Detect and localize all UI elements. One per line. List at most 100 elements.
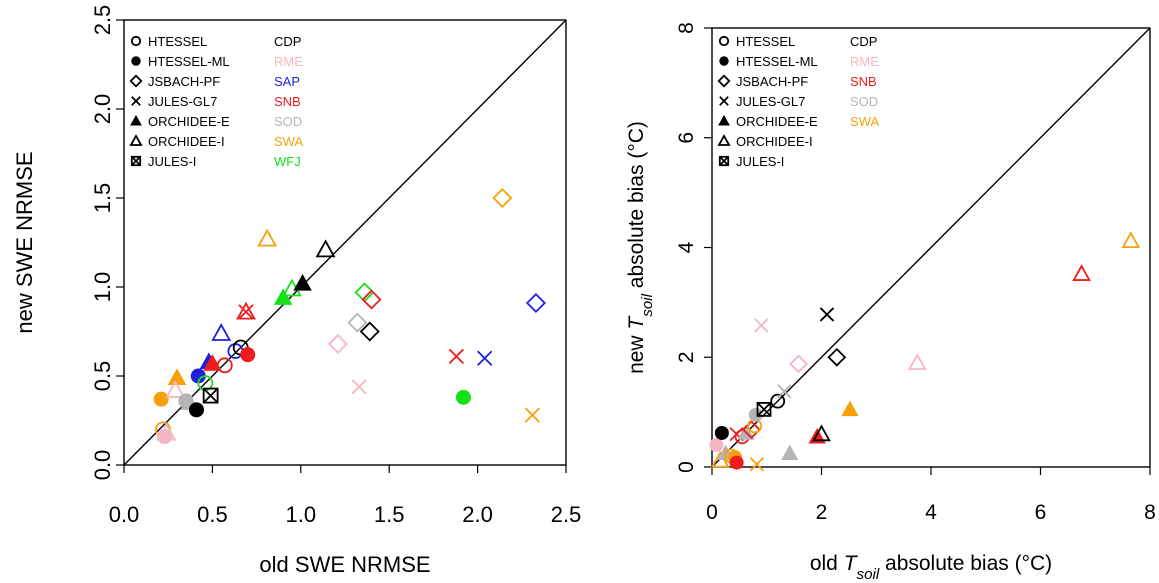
legend-marker [131, 96, 141, 106]
y-axis-label-part: new [625, 330, 648, 374]
x-tick-label: 1.0 [286, 502, 317, 527]
x-axis-label-part: soil [857, 566, 880, 583]
data-point [1072, 264, 1091, 281]
plot-frame [123, 19, 567, 466]
legend-marker [718, 35, 730, 47]
data-point [477, 350, 493, 366]
y-tick-label: 1.5 [90, 183, 115, 214]
data-point [240, 347, 256, 363]
data-points [709, 231, 1141, 472]
y-axis-label-part: T [625, 315, 648, 330]
panel-swe-nrmse: 0.0 0.5 1.0 1.5 2.0 2.5 0.0 0.5 1.0 1.5 2.0 2.5 old … [12, 5, 581, 577]
legend-marker [130, 35, 142, 47]
legend-site-label: SWA [850, 114, 879, 129]
data-point [351, 379, 367, 395]
data-point [236, 301, 256, 320]
legend-site-label: SNB [850, 74, 877, 89]
x-tick-label: 0 [706, 501, 718, 524]
data-point [361, 289, 382, 310]
data-point [907, 353, 927, 370]
legend-marker [718, 114, 730, 126]
legend-site-label: SWA [274, 134, 303, 149]
data-point [202, 387, 219, 404]
legend-model-label: JSBACH-PF [148, 74, 220, 89]
y-axis-label-part: absolute bias (°C) [625, 121, 648, 294]
data-point [748, 407, 763, 422]
legend-site-label: CDP [274, 34, 301, 49]
data-point [257, 228, 278, 247]
data-point [729, 455, 744, 470]
y-axis-label: new Tsoil absolute bias (°C) [625, 121, 656, 374]
data-point [188, 402, 204, 418]
legend-model-label: ORCHIDEE-I [148, 134, 225, 149]
x-tick-label: 0.0 [109, 502, 140, 527]
x-tick-label: 6 [1035, 501, 1047, 524]
y-axis-label: new SWE NRMSE [12, 151, 37, 333]
data-point [273, 288, 293, 305]
data-point [455, 389, 471, 405]
data-point [781, 444, 799, 461]
legend-model-label: HTESSEL [148, 34, 207, 49]
legend-model-label: JULES-GL7 [148, 94, 217, 109]
legend-model-label: JULES-GL7 [736, 94, 805, 109]
one-to-one-line [711, 27, 1151, 468]
x-axis-label-part: T [844, 552, 859, 575]
legend-marker [717, 74, 731, 88]
y-tick-label: 1.0 [90, 272, 115, 303]
legend-marker [719, 96, 729, 106]
legend-site-label: WFJ [274, 154, 301, 169]
legend-marker [130, 155, 142, 167]
data-point [812, 424, 831, 442]
data-point [359, 321, 380, 342]
legend-model-label: JSBACH-PF [736, 74, 808, 89]
data-point [819, 307, 835, 322]
data-point [165, 379, 186, 398]
x-axis-label: old Tsoil absolute bias (°C) [810, 552, 1052, 583]
legend-model-label: ORCHIDEE-E [148, 114, 230, 129]
data-point [492, 187, 513, 209]
data-point [777, 384, 792, 399]
data-point [203, 354, 222, 371]
x-axis-label-part: old [810, 552, 844, 575]
one-to-one-line [123, 19, 567, 466]
data-point [749, 457, 765, 472]
data-point [167, 368, 187, 385]
legend-marker [718, 155, 730, 167]
legend-marker [717, 134, 731, 146]
data-point [157, 429, 173, 445]
legend-model-label: ORCHIDEE-I [736, 134, 813, 149]
y-tick-label: 6 [675, 132, 698, 144]
x-tick-label: 2.5 [551, 502, 582, 527]
legend-site-label: RME [274, 54, 303, 69]
y-tick-label: 2.0 [90, 94, 115, 125]
y-tick-label: 0.5 [90, 361, 115, 392]
legend-model-label: JULES-I [148, 154, 196, 169]
legend: HTESSEL HTESSEL-ML JSBACH-PF JULES-GL7 ORCHI… [129, 34, 303, 169]
data-point [827, 347, 847, 367]
legend-marker [129, 74, 143, 88]
data-point [524, 407, 541, 423]
x-axis-label-part: absolute bias (°C) [879, 552, 1052, 575]
data-point [841, 400, 859, 417]
data-point [742, 420, 761, 440]
data-point [448, 348, 465, 365]
legend-site-label: SOD [274, 114, 302, 129]
x-axis-label: old SWE NRMSE [259, 552, 430, 577]
data-point [347, 312, 368, 333]
x-tick-label: 4 [925, 501, 937, 524]
legend-marker [129, 134, 143, 146]
x-tick-label: 8 [1144, 501, 1156, 524]
data-point [714, 425, 729, 440]
y-tick-label: 0.0 [90, 450, 115, 481]
data-point [754, 318, 769, 333]
legend-marker [130, 114, 142, 126]
data-point [327, 333, 348, 354]
legend-marker [719, 56, 729, 66]
data-point [756, 401, 772, 417]
legend-model-label: ORCHIDEE-E [736, 114, 818, 129]
data-point [709, 438, 724, 453]
data-point [315, 239, 336, 258]
data-point [525, 292, 546, 314]
legend-site-label: CDP [850, 34, 877, 49]
